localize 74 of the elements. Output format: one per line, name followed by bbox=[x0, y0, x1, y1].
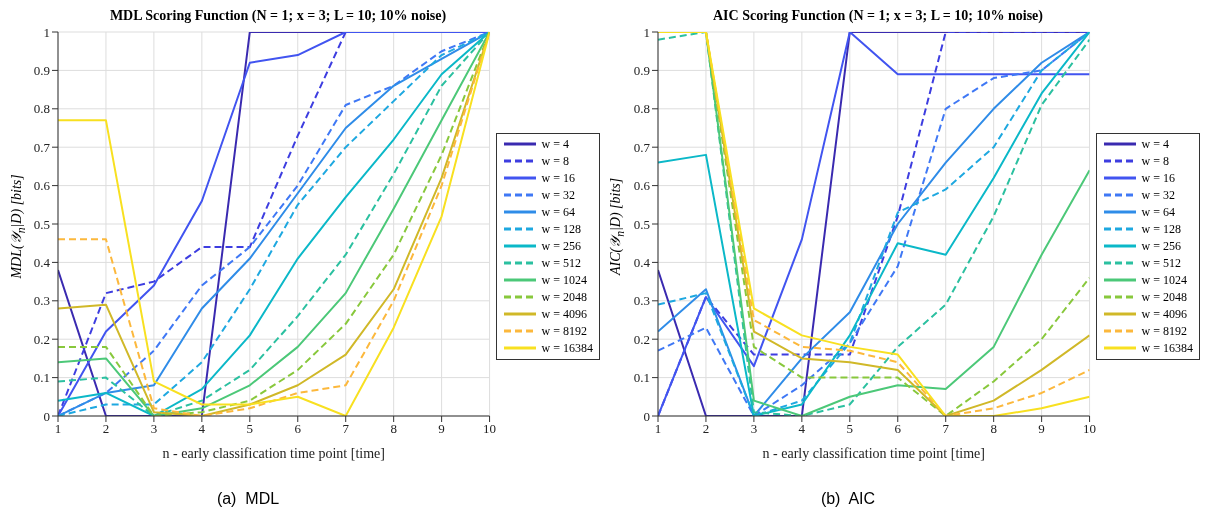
legend-label: w = 8192 bbox=[1141, 323, 1187, 339]
legend-label: w = 32 bbox=[541, 187, 575, 203]
x-tick-label: 10 bbox=[1083, 421, 1097, 437]
y-tick-label: 0.6 bbox=[33, 178, 51, 194]
x-tick-label: 8 bbox=[390, 421, 397, 437]
y-tick-label: 0 bbox=[643, 408, 650, 424]
legend-label: w = 2048 bbox=[541, 289, 587, 305]
x-tick-label: 7 bbox=[342, 421, 350, 437]
text: (b) AIC bbox=[819, 490, 877, 508]
x-tick-label: 5 bbox=[246, 421, 254, 437]
y-tick-label: 0.9 bbox=[33, 63, 50, 79]
y-tick-label: 0.7 bbox=[633, 139, 651, 155]
x-tick-label: 3 bbox=[150, 421, 158, 437]
y-tick-label: 0.4 bbox=[633, 255, 651, 271]
legend-label: w = 512 bbox=[1141, 255, 1181, 271]
legend-label: w = 8192 bbox=[541, 323, 587, 339]
legend-label: w = 4096 bbox=[541, 306, 587, 322]
legend-label: w = 64 bbox=[1141, 204, 1175, 220]
legend-label: w = 256 bbox=[541, 238, 581, 254]
text: (a) MDL bbox=[215, 490, 281, 508]
legend-label: w = 2048 bbox=[1141, 289, 1187, 305]
x-axis-title: n - early classification time point [time] bbox=[762, 445, 985, 461]
legend-label: w = 16 bbox=[541, 170, 575, 186]
y-tick-label: 1 bbox=[43, 24, 50, 40]
y-tick-label: 0.6 bbox=[633, 178, 651, 194]
x-axis-title: n - early classification time point [time] bbox=[162, 445, 385, 461]
legend-label: w = 4 bbox=[1141, 136, 1169, 152]
x-tick-label: 7 bbox=[942, 421, 950, 437]
y-tick-label: 1 bbox=[643, 24, 650, 40]
legend-label: w = 4096 bbox=[1141, 306, 1187, 322]
legend-label: w = 64 bbox=[541, 204, 575, 220]
x-tick-label: 8 bbox=[990, 421, 997, 437]
y-tick-label: 0.8 bbox=[33, 101, 50, 117]
x-tick-label: 1 bbox=[654, 421, 662, 437]
y-tick-label: 0.8 bbox=[633, 101, 650, 117]
x-tick-label: 4 bbox=[798, 421, 806, 437]
legend-label: w = 256 bbox=[1141, 238, 1181, 254]
x-tick-label: 9 bbox=[1038, 421, 1045, 437]
y-tick-label: 0.9 bbox=[633, 63, 650, 79]
y-tick-label: 0.2 bbox=[633, 331, 650, 347]
x-tick-label: 2 bbox=[702, 421, 710, 437]
y-tick-label: 0.5 bbox=[633, 216, 650, 232]
y-tick-label: 0 bbox=[43, 408, 50, 424]
legend-label: w = 4 bbox=[541, 136, 569, 152]
x-tick-label: 6 bbox=[294, 421, 302, 437]
legend-label: w = 8 bbox=[541, 153, 569, 169]
x-tick-label: 1 bbox=[54, 421, 62, 437]
x-tick-label: 4 bbox=[198, 421, 206, 437]
x-tick-label: 6 bbox=[894, 421, 902, 437]
x-tick-label: 2 bbox=[102, 421, 110, 437]
legend-label: w = 8 bbox=[1141, 153, 1169, 169]
legend-label: w = 128 bbox=[541, 221, 581, 237]
legend-label: w = 128 bbox=[1141, 221, 1181, 237]
x-tick-label: 3 bbox=[750, 421, 758, 437]
legend-label: w = 32 bbox=[1141, 187, 1175, 203]
legend-label: w = 1024 bbox=[541, 272, 587, 288]
y-tick-label: 0.2 bbox=[33, 331, 50, 347]
legend-label: w = 1024 bbox=[1141, 272, 1187, 288]
y-tick-label: 0.1 bbox=[33, 370, 50, 386]
y-tick-label: 0.1 bbox=[633, 370, 650, 386]
y-tick-label: 0.3 bbox=[633, 293, 650, 309]
y-tick-label: 0.5 bbox=[33, 216, 50, 232]
chart-title: AIC Scoring Function (N = 1; x = 3; L = 10; 10% noise) bbox=[712, 8, 1044, 25]
x-tick-label: 10 bbox=[483, 421, 497, 437]
y-tick-label: 0.7 bbox=[33, 139, 51, 155]
x-tick-label: 5 bbox=[846, 421, 854, 437]
legend-label: w = 512 bbox=[541, 255, 581, 271]
x-tick-label: 9 bbox=[438, 421, 445, 437]
legend-label: w = 16384 bbox=[1141, 340, 1193, 356]
legend-label: w = 16384 bbox=[541, 340, 593, 356]
chart-title: MDL Scoring Function (N = 1; x = 3; L = 10; 10% noise) bbox=[108, 8, 448, 25]
legend-label: w = 16 bbox=[1141, 170, 1175, 186]
y-tick-label: 0.4 bbox=[33, 255, 51, 271]
y-tick-label: 0.3 bbox=[33, 293, 50, 309]
